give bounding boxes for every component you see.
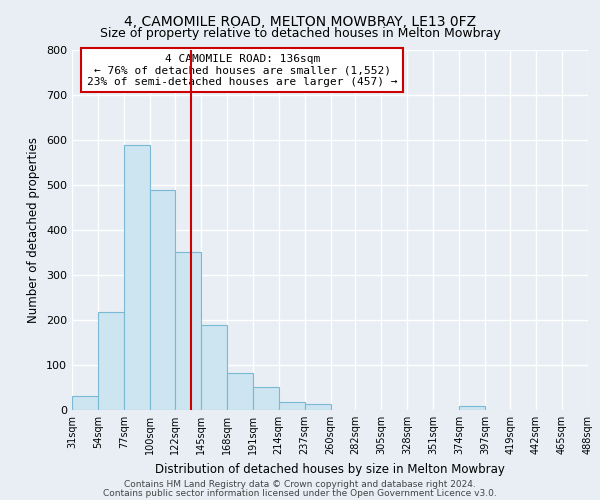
Bar	[278, 402, 305, 410]
Text: Contains HM Land Registry data © Crown copyright and database right 2024.: Contains HM Land Registry data © Crown c…	[124, 480, 476, 489]
Bar	[124, 146, 150, 410]
Y-axis label: Number of detached properties: Number of detached properties	[28, 137, 40, 323]
Bar	[201, 326, 227, 410]
Bar	[98, 312, 124, 410]
Bar	[253, 386, 278, 410]
Bar	[305, 404, 331, 410]
Text: Size of property relative to detached houses in Melton Mowbray: Size of property relative to detached ho…	[100, 28, 500, 40]
Text: 4 CAMOMILE ROAD: 136sqm
← 76% of detached houses are smaller (1,552)
23% of semi: 4 CAMOMILE ROAD: 136sqm ← 76% of detache…	[87, 54, 398, 87]
Text: Contains public sector information licensed under the Open Government Licence v3: Contains public sector information licen…	[103, 488, 497, 498]
Bar	[150, 190, 175, 410]
X-axis label: Distribution of detached houses by size in Melton Mowbray: Distribution of detached houses by size …	[155, 462, 505, 475]
Bar	[72, 396, 98, 410]
Bar	[459, 406, 485, 410]
Bar	[175, 252, 201, 410]
Bar	[227, 372, 253, 410]
Text: 4, CAMOMILE ROAD, MELTON MOWBRAY, LE13 0FZ: 4, CAMOMILE ROAD, MELTON MOWBRAY, LE13 0…	[124, 15, 476, 29]
